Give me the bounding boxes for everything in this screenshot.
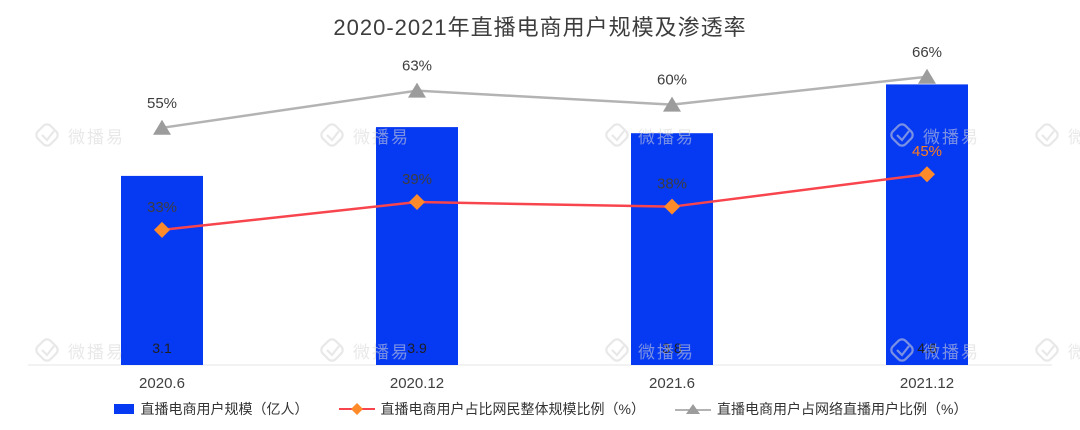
point-value-label: 45% bbox=[912, 143, 942, 160]
bar-value-label: 3.1 bbox=[152, 340, 172, 356]
chart-legend: 直播电商用户规模（亿人） 直播电商用户占比网民整体规模比例（%） 直播电商用户占… bbox=[0, 399, 1080, 419]
legend-item-bar-series: 直播电商用户规模（亿人） bbox=[113, 399, 309, 419]
chart-title: 2020-2021年直播电商用户规模及渗透率 bbox=[333, 15, 747, 40]
legend-label-triangle-series: 直播电商用户占网络直播用户比例（%） bbox=[717, 401, 968, 417]
point-value-label: 33% bbox=[147, 199, 177, 216]
x-axis-label: 2020.12 bbox=[390, 375, 444, 392]
bar-2020.6 bbox=[121, 175, 203, 365]
bar-2020.12 bbox=[376, 127, 458, 365]
legend-bar-swatch-rect bbox=[113, 404, 134, 414]
triangle-marker-icon bbox=[153, 119, 171, 135]
legend-item-triangle-series: 直播电商用户占网络直播用户比例（%） bbox=[675, 399, 967, 419]
triangle-marker-icon bbox=[408, 82, 426, 98]
diamond-marker-icon bbox=[919, 166, 935, 183]
diamond-marker-icon bbox=[154, 221, 170, 238]
x-axis-label: 2021.6 bbox=[649, 375, 695, 392]
legend-swatch-diamond-line bbox=[338, 403, 375, 415]
legend-triangle-marker-icon bbox=[686, 404, 700, 414]
legend-swatch-triangle-line bbox=[675, 404, 711, 414]
point-value-label: 38% bbox=[657, 176, 687, 193]
point-value-label: 39% bbox=[402, 171, 432, 188]
legend-item-diamond-series: 直播电商用户占比网民整体规模比例（%） bbox=[338, 399, 645, 419]
bar-value-label: 3.8 bbox=[662, 340, 682, 356]
point-value-label: 60% bbox=[657, 72, 687, 89]
bar-value-label: 3.9 bbox=[407, 340, 427, 356]
diamond-marker-icon bbox=[409, 194, 425, 211]
point-value-label: 66% bbox=[912, 44, 942, 61]
bar-2021.12 bbox=[886, 84, 968, 366]
point-value-label: 55% bbox=[147, 95, 177, 112]
legend-diamond-marker-icon bbox=[350, 403, 363, 415]
point-value-label: 63% bbox=[402, 58, 432, 75]
bar-2021.6 bbox=[631, 133, 713, 365]
line-diamond-series bbox=[161, 172, 928, 232]
diamond-marker-icon bbox=[664, 198, 680, 215]
x-axis-label: 2020.6 bbox=[139, 375, 185, 392]
line-triangle-series bbox=[161, 75, 928, 130]
bar-value-label: 4.6 bbox=[917, 340, 937, 356]
legend-swatch-bar bbox=[113, 404, 134, 414]
triangle-marker-icon bbox=[918, 68, 936, 84]
legend-label-diamond-series: 直播电商用户占比网民整体规模比例（%） bbox=[380, 401, 645, 417]
legend-label-bar-series: 直播电商用户规模（亿人） bbox=[140, 401, 309, 417]
triangle-marker-icon bbox=[663, 96, 681, 112]
x-axis-label: 2021.12 bbox=[900, 375, 954, 392]
